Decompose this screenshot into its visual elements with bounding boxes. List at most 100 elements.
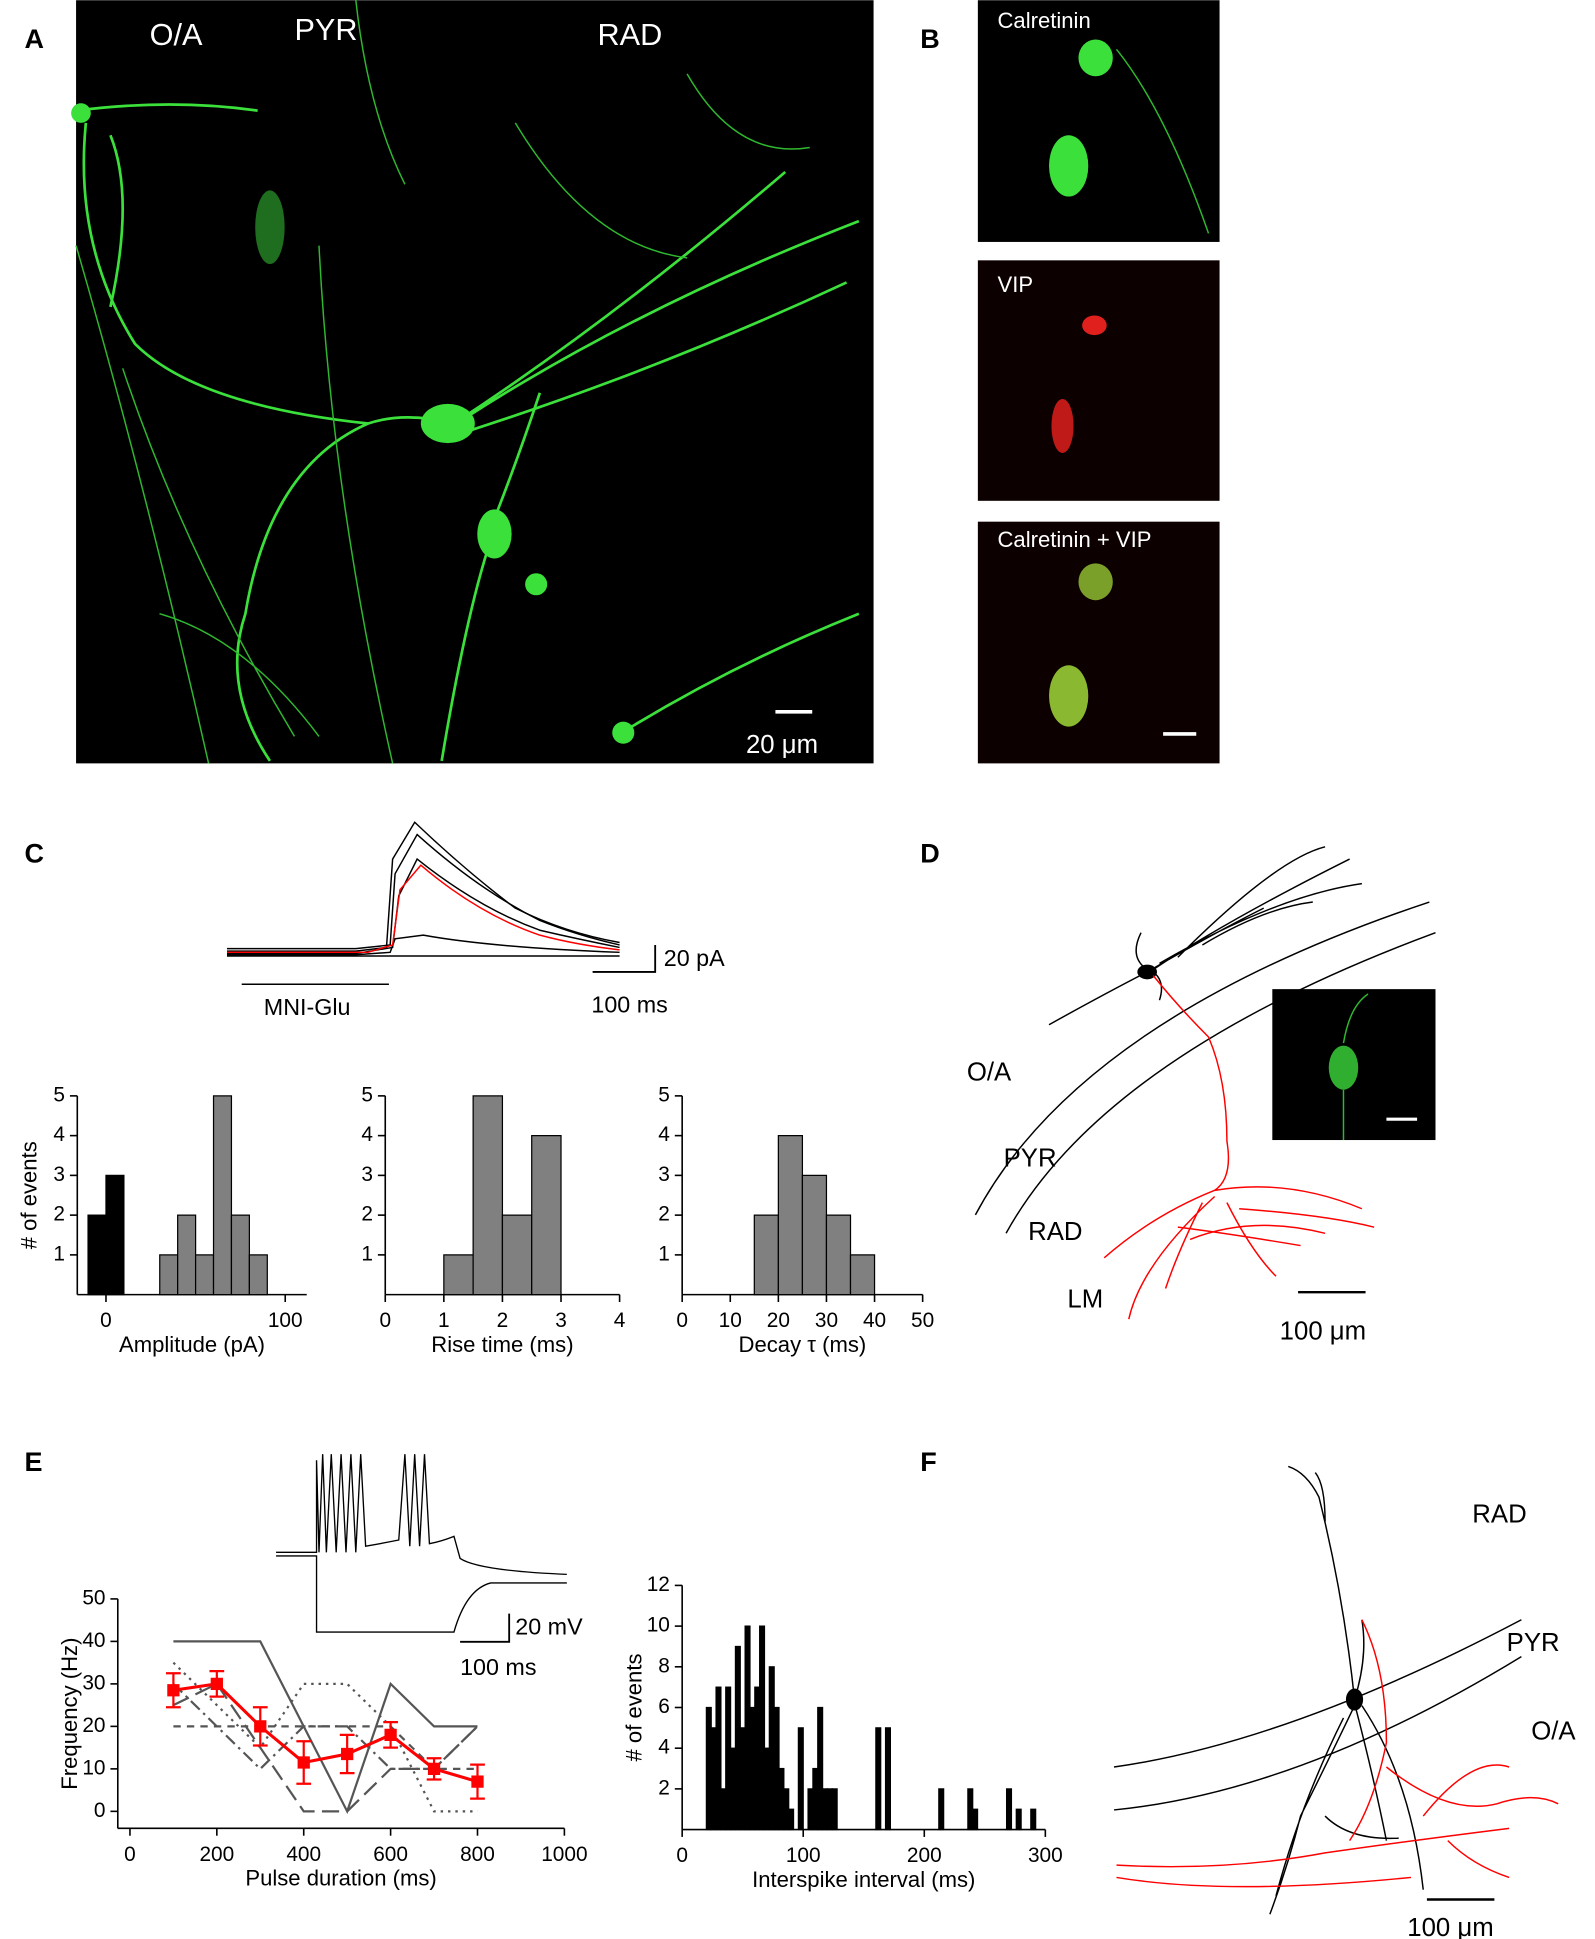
scale-bar-label: 100 ms bbox=[460, 1654, 536, 1680]
y-tick-label: 3 bbox=[53, 1163, 65, 1186]
y-tick-label: 5 bbox=[53, 1083, 65, 1106]
histogram-bar bbox=[817, 1706, 824, 1831]
histogram-bar bbox=[159, 1254, 179, 1296]
x-tick-label: 30 bbox=[815, 1309, 838, 1332]
panel-label: A bbox=[25, 24, 45, 54]
histogram-bar bbox=[194, 1254, 215, 1296]
histogram-bar bbox=[778, 1767, 785, 1831]
channel-label: Calretinin bbox=[997, 8, 1090, 33]
y-tick-label: 4 bbox=[658, 1123, 670, 1146]
x-tick-label: 600 bbox=[373, 1843, 408, 1866]
x-tick-label: 200 bbox=[199, 1843, 234, 1866]
y-tick-label: 0 bbox=[94, 1799, 106, 1822]
scale-bar-label: 20 mV bbox=[515, 1614, 583, 1640]
histogram-bar bbox=[753, 1214, 779, 1296]
micrograph-b bbox=[977, 0, 1220, 764]
x-tick-label: 100 bbox=[786, 1844, 821, 1867]
histogram-bar bbox=[501, 1214, 533, 1296]
layer-label: PYR bbox=[294, 13, 357, 47]
panel-label: D bbox=[920, 839, 940, 869]
x-tick-label: 40 bbox=[863, 1309, 886, 1332]
histogram-bar bbox=[759, 1625, 766, 1831]
data-point bbox=[427, 1762, 441, 1775]
data-point bbox=[384, 1728, 397, 1742]
y-tick-label: 2 bbox=[361, 1203, 373, 1226]
x-tick-label: 100 bbox=[268, 1309, 303, 1332]
y-tick-label: 5 bbox=[658, 1083, 670, 1106]
x-tick-label: 300 bbox=[1028, 1844, 1063, 1867]
scale-bar-label: 100 μm bbox=[1407, 1914, 1493, 1939]
x-tick-label: 1 bbox=[438, 1309, 450, 1332]
y-tick-label: 1 bbox=[658, 1242, 670, 1265]
histogram-bar bbox=[443, 1254, 474, 1296]
histogram-bar bbox=[1015, 1808, 1022, 1831]
y-tick-label: 2 bbox=[658, 1203, 670, 1226]
series-line bbox=[173, 1640, 478, 1815]
y-tick-label: 2 bbox=[53, 1203, 65, 1226]
y-axis-label: Frequency (Hz) bbox=[57, 1638, 82, 1790]
histogram-bar bbox=[739, 1727, 746, 1831]
layer-label: RAD bbox=[1472, 1500, 1526, 1528]
histogram-bar bbox=[938, 1788, 945, 1831]
x-tick-label: 0 bbox=[100, 1309, 112, 1332]
layer-label: O/A bbox=[967, 1059, 1012, 1087]
histogram-bar bbox=[715, 1686, 722, 1831]
series-line bbox=[173, 1682, 478, 1784]
data-point bbox=[210, 1677, 223, 1691]
panel-label: B bbox=[920, 24, 940, 54]
histogram-bar bbox=[105, 1174, 125, 1296]
series-line bbox=[173, 1725, 478, 1770]
histogram-bar bbox=[831, 1788, 838, 1831]
histogram-bar bbox=[884, 1727, 891, 1831]
data-point bbox=[471, 1775, 484, 1788]
histogram-bar bbox=[705, 1706, 712, 1831]
data-point bbox=[254, 1720, 267, 1733]
y-tick-label: 1 bbox=[53, 1242, 65, 1265]
y-tick-label: 5 bbox=[361, 1083, 373, 1106]
stimulus-label: MNI-Glu bbox=[264, 994, 351, 1020]
scale-bar-label: 20 μm bbox=[746, 731, 818, 759]
histogram-bar bbox=[763, 1747, 770, 1831]
histogram-bar bbox=[1030, 1808, 1037, 1831]
y-tick-label: 10 bbox=[82, 1756, 105, 1779]
scale-bar-label: 20 pA bbox=[664, 945, 725, 971]
y-tick-label: 3 bbox=[658, 1163, 670, 1186]
micrograph-a bbox=[71, 0, 874, 764]
layer-label: LM bbox=[1067, 1286, 1103, 1314]
x-axis-label: Amplitude (pA) bbox=[119, 1332, 265, 1357]
x-axis-label: Interspike interval (ms) bbox=[752, 1867, 975, 1892]
layer-label: PYR bbox=[1507, 1629, 1560, 1657]
x-axis-label: Pulse duration (ms) bbox=[245, 1866, 436, 1891]
y-tick-label: 12 bbox=[647, 1573, 670, 1596]
histogram-bar bbox=[801, 1174, 828, 1296]
histogram-bar bbox=[720, 1788, 727, 1831]
y-tick-label: 30 bbox=[82, 1671, 105, 1694]
histogram-bar bbox=[768, 1666, 775, 1831]
series-line bbox=[172, 1682, 479, 1813]
histogram-bar bbox=[744, 1625, 751, 1831]
y-tick-label: 6 bbox=[658, 1695, 670, 1718]
y-tick-label: 8 bbox=[658, 1654, 670, 1677]
data-point bbox=[341, 1747, 354, 1761]
histogram-bar bbox=[734, 1645, 741, 1831]
histogram-bar bbox=[783, 1788, 790, 1831]
layer-label: O/A bbox=[1531, 1717, 1576, 1745]
channel-label: Calretinin + VIP bbox=[997, 527, 1151, 552]
histogram-bar bbox=[849, 1254, 876, 1296]
histogram-bar bbox=[972, 1808, 979, 1831]
reconstruction-d bbox=[974, 846, 1436, 1320]
x-tick-label: 400 bbox=[286, 1843, 321, 1866]
x-tick-label: 0 bbox=[379, 1309, 391, 1332]
x-tick-label: 200 bbox=[907, 1844, 942, 1867]
histogram-bar bbox=[87, 1214, 107, 1296]
x-axis-label: Decay τ (ms) bbox=[739, 1332, 867, 1357]
histogram-bar bbox=[177, 1214, 197, 1296]
y-axis-label: # of events bbox=[17, 1141, 42, 1249]
histogram-bar bbox=[777, 1135, 804, 1296]
histogram-bar bbox=[797, 1727, 804, 1831]
histogram-bar bbox=[788, 1808, 795, 1831]
x-tick-label: 0 bbox=[124, 1843, 136, 1866]
x-tick-label: 0 bbox=[676, 1844, 688, 1867]
